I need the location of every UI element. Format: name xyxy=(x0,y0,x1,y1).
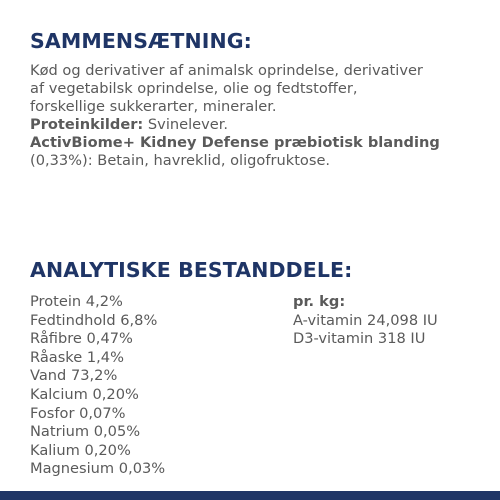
analytic-item: Natrium 0,05% xyxy=(30,423,141,441)
analytic-item: Kalcium 0,20% xyxy=(30,385,139,403)
composition-line: af vegetabilsk oprindelse, olie og fedts… xyxy=(30,80,358,97)
analytic-item: Kalium 0,20% xyxy=(30,441,131,459)
analytic-item: Fosfor 0,07% xyxy=(30,404,126,422)
analytic-item: Vand 73,2% xyxy=(30,367,118,385)
analytic-item: Råaske 1,4% xyxy=(30,348,124,366)
analytic-item: Råfibre 0,47% xyxy=(30,330,133,348)
protein-sources-label: Proteinkilder: xyxy=(30,116,144,133)
composition-line: Kød og derivativer af animalsk oprindels… xyxy=(30,62,423,79)
analytic-heading: ANALYTISKE BESTANDDELE: xyxy=(30,258,353,282)
vitamin-item: A-vitamin 24,098 IU xyxy=(293,311,438,329)
analytic-constituents-list: Protein 4,2% Fedtindhold 6,8% Råfibre 0,… xyxy=(30,293,165,479)
analytic-item: Protein 4,2% xyxy=(30,293,123,310)
protein-sources: Proteinkilder: Svinelever. xyxy=(30,116,492,134)
composition-line: forskellige sukkerarter, mineraler. xyxy=(30,98,277,115)
per-kg-label: pr. kg: xyxy=(293,293,346,310)
protein-sources-value: Svinelever. xyxy=(143,116,229,133)
composition-heading: SAMMENSÆTNING: xyxy=(30,29,252,53)
composition-text: Kød og derivativer af animalsk oprindels… xyxy=(30,62,492,170)
analytic-item: Fedtindhold 6,8% xyxy=(30,311,158,329)
activbiome-value: (0,33%): Betain, havreklid, oligofruktos… xyxy=(30,152,331,169)
vitamins-block: pr. kg: A-vitamin 24,098 IU D3-vitamin 3… xyxy=(293,293,438,349)
activbiome-label: ActivBiome+ Kidney Defense præbiotisk bl… xyxy=(30,134,440,151)
vitamin-item: D3-vitamin 318 IU xyxy=(293,330,426,348)
bottom-accent-bar xyxy=(0,491,500,500)
analytic-item: Magnesium 0,03% xyxy=(30,460,166,478)
